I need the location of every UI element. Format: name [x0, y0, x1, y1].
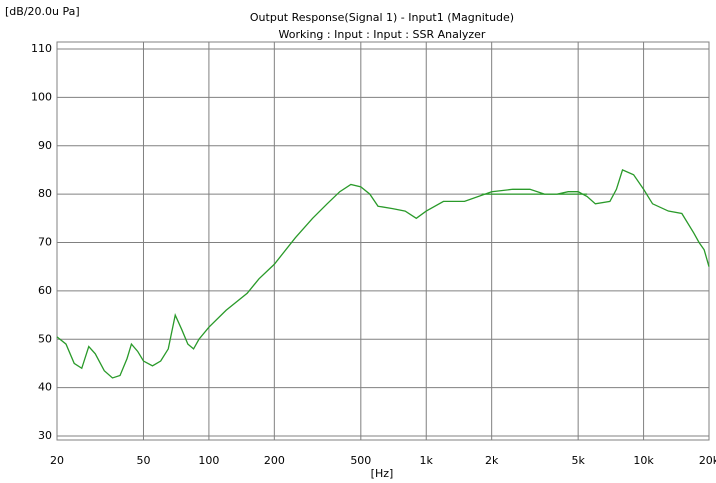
y-tick-label: 80: [38, 187, 52, 200]
x-tick-label: 20k: [699, 454, 716, 467]
y-tick-label: 50: [38, 332, 52, 345]
x-tick-label: 10k: [633, 454, 654, 467]
y-tick-label: 100: [31, 90, 52, 103]
x-tick-label: 500: [350, 454, 371, 467]
y-tick-label: 30: [38, 429, 52, 442]
y-tick-label: 90: [38, 139, 52, 152]
chart-subtitle: Working : Input : Input : SSR Analyzer: [279, 28, 486, 41]
x-tick-label: 2k: [485, 454, 499, 467]
y-tick-label: 60: [38, 284, 52, 297]
chart-title: Output Response(Signal 1) - Input1 (Magn…: [250, 11, 514, 24]
x-tick-label: 100: [198, 454, 219, 467]
x-tick-label: 20: [50, 454, 64, 467]
x-axis-label: [Hz]: [371, 467, 394, 480]
x-tick-label: 5k: [571, 454, 585, 467]
y-tick-label: 110: [31, 42, 52, 55]
x-tick-label: 1k: [420, 454, 434, 467]
y-tick-label: 40: [38, 381, 52, 394]
plot-frame: [56, 41, 710, 441]
y-tick-label: 70: [38, 236, 52, 249]
response-line: [56, 169, 710, 379]
x-tick-label: 200: [264, 454, 285, 467]
x-tick-label: 50: [136, 454, 150, 467]
y-axis-label: [dB/20.0u Pa]: [5, 5, 80, 18]
